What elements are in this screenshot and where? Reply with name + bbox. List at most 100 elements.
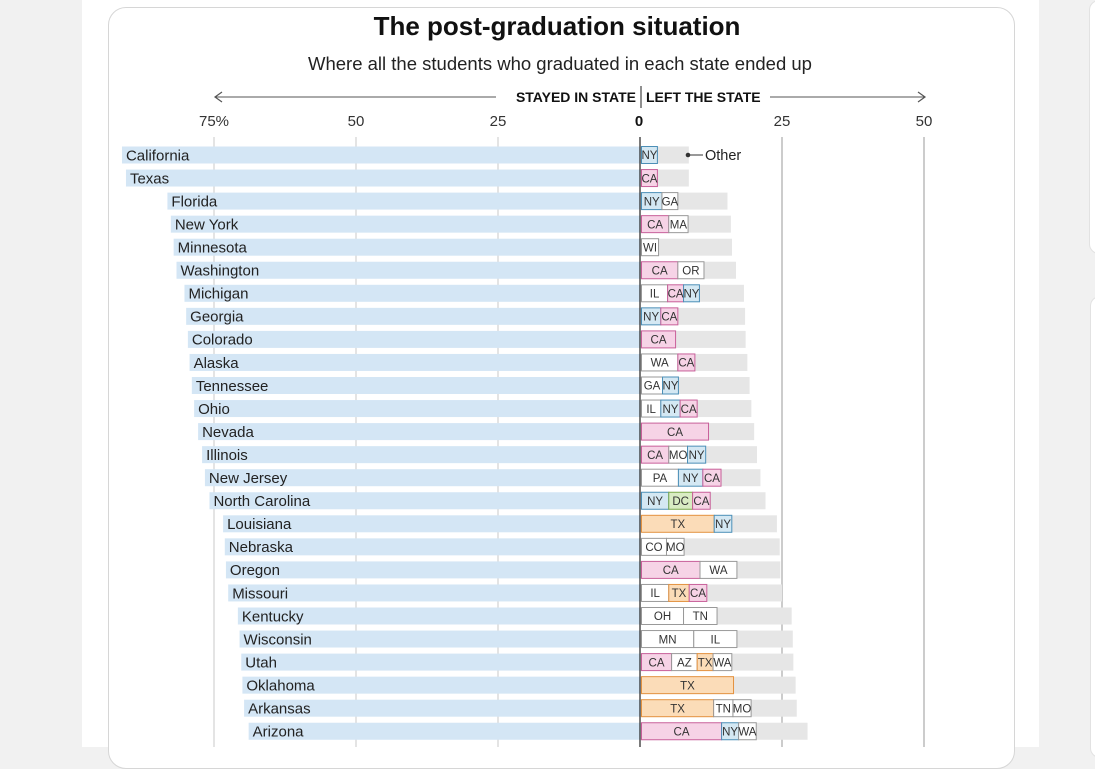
segment-label-georgia-ca: CA	[661, 312, 677, 324]
segment-arkansas-mo	[732, 699, 752, 718]
state-label-alaska: Alaska	[194, 355, 240, 372]
segment-tennessee-ny	[662, 376, 679, 395]
segment-label-michigan-ny: NY	[683, 289, 699, 301]
segment-label-tennessee-ga: GA	[644, 381, 661, 393]
segment-label-arizona-wa: WA	[738, 726, 756, 738]
stayed-bar-ohio	[194, 400, 640, 418]
segment-california-ny	[641, 146, 658, 164]
state-label-tennessee: Tennessee	[196, 378, 269, 395]
segment-label-missouri-ca: CA	[690, 588, 706, 600]
state-label-illinois: Illinois	[206, 447, 248, 464]
state-label-louisiana: Louisiana	[227, 516, 292, 533]
segment-label-new-jersey-ca: CA	[704, 473, 720, 485]
segment-label-utah-az: AZ	[677, 657, 692, 669]
state-label-nebraska: Nebraska	[229, 539, 294, 556]
segment-label-oregon-ca: CA	[663, 565, 679, 577]
segment-oregon-wa	[699, 560, 738, 579]
segment-label-nevada-ca: CA	[667, 427, 683, 439]
segment-label-ohio-il: IL	[646, 404, 656, 416]
segment-label-nebraska-mo: MO	[666, 542, 685, 554]
segment-label-minnesota-wi: WI	[643, 242, 657, 254]
state-label-ohio: Ohio	[198, 401, 230, 418]
segment-label-new-york-ma: MA	[670, 219, 688, 231]
segment-louisiana-ny	[713, 514, 733, 533]
stayed-bar-kentucky	[237, 607, 640, 625]
segment-ohio-ca	[679, 399, 698, 418]
state-label-georgia: Georgia	[190, 309, 244, 326]
segment-label-michigan-ca: CA	[668, 289, 684, 301]
tick-label-right-50: 50	[916, 113, 933, 130]
segment-alaska-ca	[677, 353, 696, 372]
segment-arizona-wa	[738, 722, 757, 741]
state-label-arizona: Arizona	[253, 724, 305, 741]
segment-label-michigan-il: IL	[650, 289, 660, 301]
segment-label-utah-tx: TX	[698, 657, 713, 669]
segment-label-florida-ga: GA	[662, 196, 679, 208]
segment-label-washington-ca: CA	[652, 265, 668, 277]
stayed-bar-north-carolina	[209, 492, 640, 510]
stayed-bar-michigan	[184, 284, 641, 302]
segment-label-tennessee-ny: NY	[662, 381, 678, 393]
segment-label-georgia-ny: NY	[643, 312, 659, 324]
left-bar-minnesota	[640, 238, 733, 256]
segment-georgia-ca	[660, 307, 679, 326]
stayed-bar-new-york	[170, 215, 640, 233]
segment-label-illinois-ny: NY	[689, 450, 705, 462]
state-label-oklahoma: Oklahoma	[246, 677, 315, 694]
stayed-bar-louisiana	[223, 515, 640, 533]
state-label-oregon: Oregon	[230, 562, 280, 579]
segment-michigan-ny	[683, 284, 700, 303]
stayed-bar-oklahoma	[242, 676, 640, 694]
state-label-washington: Washington	[181, 263, 260, 280]
segment-label-new-jersey-ny: NY	[683, 473, 699, 485]
segment-label-kentucky-tn: TN	[693, 611, 708, 623]
segment-minnesota-wi	[641, 238, 660, 257]
segment-label-ohio-ca: CA	[681, 404, 697, 416]
stayed-bar-arizona	[248, 722, 640, 740]
tick-label-left-50: 50	[348, 113, 365, 130]
stayed-bar-minnesota	[173, 238, 640, 256]
segment-label-arizona-ny: NY	[722, 726, 738, 738]
segment-label-washington-or: OR	[682, 265, 699, 277]
stayed-bar-arkansas	[244, 699, 640, 717]
segment-label-nebraska-co: CO	[645, 542, 662, 554]
segment-label-california-ny: NY	[641, 150, 657, 162]
segment-utah-wa	[712, 653, 733, 672]
stayed-bar-california	[121, 146, 640, 164]
segment-label-ohio-ny: NY	[662, 404, 678, 416]
segment-label-utah-wa: WA	[713, 657, 731, 669]
stayed-bar-alaska	[189, 353, 641, 371]
stayed-bar-nevada	[198, 423, 640, 441]
segment-nevada-ca	[641, 422, 710, 441]
tick-label-right-25: 25	[774, 113, 791, 130]
segment-label-missouri-il: IL	[650, 588, 660, 600]
stayed-bar-nebraska	[224, 538, 641, 556]
state-label-minnesota: Minnesota	[178, 240, 248, 257]
stayed-bar-washington	[176, 261, 640, 279]
stayed-bar-georgia	[186, 307, 640, 325]
segment-label-utah-ca: CA	[649, 657, 665, 669]
state-label-colorado: Colorado	[192, 332, 253, 349]
stayed-bar-oregon	[225, 561, 641, 579]
segment-illinois-ny	[687, 445, 707, 464]
stayed-in-state-label: STAYED IN STATE	[516, 89, 636, 105]
segment-new-york-ma	[668, 215, 689, 234]
stayed-bar-wisconsin	[239, 630, 640, 648]
segment-label-alaska-ca: CA	[678, 358, 694, 370]
segment-new-jersey-ca	[702, 468, 722, 487]
segment-label-alaska-wa: WA	[651, 358, 669, 370]
segment-label-florida-ny: NY	[644, 196, 660, 208]
segment-label-colorado-ca: CA	[651, 335, 667, 347]
chart-subtitle: Where all the students who graduated in …	[308, 53, 812, 74]
state-label-nevada: Nevada	[202, 424, 254, 441]
segment-label-oklahoma-tx: TX	[680, 680, 695, 692]
segment-washington-or	[677, 261, 705, 280]
segment-missouri-ca	[688, 583, 708, 602]
tick-label-left-75: 75%	[199, 113, 229, 130]
state-label-california: California	[126, 147, 190, 164]
segment-florida-ga	[661, 192, 679, 211]
state-label-kentucky: Kentucky	[242, 608, 304, 625]
segment-label-arkansas-mo: MO	[733, 703, 752, 715]
state-label-new-york: New York	[175, 216, 239, 233]
